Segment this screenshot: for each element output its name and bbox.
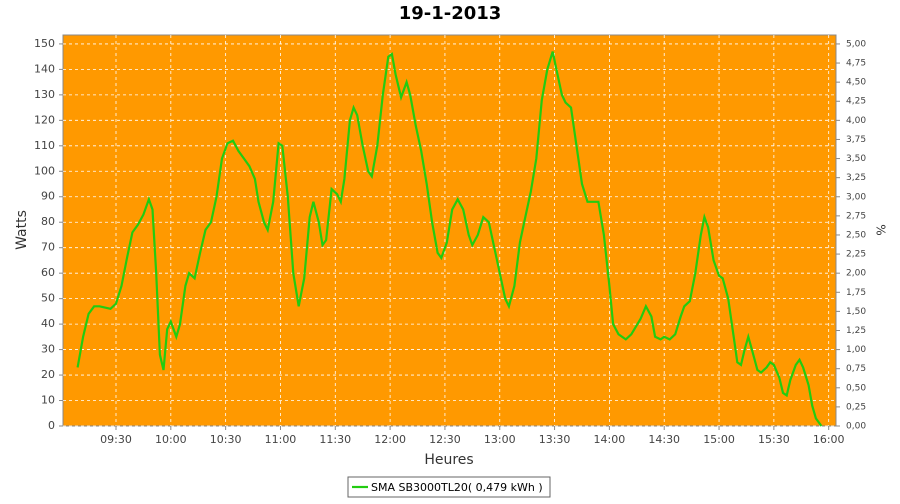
x-tick-label: 11:00 [265, 433, 297, 446]
x-tick-label: 14:30 [648, 433, 680, 446]
y2-tick-label: 0,25 [846, 402, 866, 412]
y-tick-label: 90 [41, 190, 55, 203]
x-tick-label: 10:30 [210, 433, 242, 446]
y2-tick-label: 4,50 [846, 78, 866, 88]
x-tick-label: 15:30 [758, 433, 790, 446]
x-tick-label: 11:30 [319, 433, 351, 446]
y2-tick-label: 2,25 [846, 250, 866, 260]
y2-tick-label: 1,00 [846, 345, 866, 355]
chart-title: 19-1-2013 [399, 3, 502, 24]
y2-tick-label: 2,75 [846, 211, 866, 221]
y2-tick-label: 4,00 [846, 116, 866, 126]
y2-tick-label: 1,25 [846, 326, 866, 336]
x-tick-label: 13:30 [539, 433, 571, 446]
y-tick-label: 50 [41, 292, 55, 305]
data-line [76, 51, 823, 427]
y-tick-label: 70 [41, 241, 55, 254]
y2-tick-label: 4,75 [846, 59, 866, 69]
x-tick-label: 13:00 [484, 433, 516, 446]
x-tick-label: 15:00 [703, 433, 735, 446]
legend-box [347, 476, 551, 498]
x-tick-label: 12:00 [374, 433, 406, 446]
y-tick-label: 130 [34, 88, 55, 101]
y2-tick-label: 2,50 [846, 230, 866, 240]
x-tick-label: 16:00 [813, 433, 845, 446]
y2-tick-label: 3,50 [846, 154, 866, 164]
y-tick-label: 120 [34, 113, 55, 126]
y-tick-label: 20 [41, 368, 55, 381]
y2-tick-label: 0,00 [846, 422, 866, 432]
y2-tick-label: 0,75 [846, 364, 866, 374]
y2-tick-label: 3,00 [846, 192, 866, 202]
y-tick-label: 100 [34, 164, 55, 177]
x-tick-label: 12:30 [429, 433, 461, 446]
y-tick-label: 40 [41, 317, 55, 330]
y-tick-label: 110 [34, 139, 55, 152]
y-tick-label: 30 [41, 343, 55, 356]
y2-tick-label: 3,75 [846, 135, 866, 145]
y-axis-label: Watts [14, 210, 30, 250]
y-tick-label: 80 [41, 215, 55, 228]
y2-tick-label: 0,50 [846, 383, 866, 393]
y2-axis-label: % [874, 224, 888, 235]
y-tick-label: 0 [48, 419, 55, 432]
y2-tick-label: 1,50 [846, 307, 866, 317]
y-tick-label: 150 [34, 37, 55, 50]
x-axis-label: Heures [424, 452, 473, 468]
x-tick-label: 10:00 [155, 433, 187, 446]
legend-label: SMA SB3000TL20( 0,479 kWh ) [371, 481, 543, 494]
y2-tick-label: 4,25 [846, 97, 866, 107]
x-tick-label: 09:30 [100, 433, 132, 446]
y2-tick-label: 1,75 [846, 288, 866, 298]
y-tick-label: 140 [34, 62, 55, 75]
y2-tick-label: 2,00 [846, 269, 866, 279]
y2-tick-label: 3,25 [846, 173, 866, 183]
x-tick-label: 14:00 [594, 433, 626, 446]
y2-tick-label: 5,00 [846, 39, 866, 49]
y-tick-label: 60 [41, 266, 55, 279]
legend: SMA SB3000TL20( 0,479 kWh ) [347, 476, 551, 498]
y-tick-label: 10 [41, 394, 55, 407]
